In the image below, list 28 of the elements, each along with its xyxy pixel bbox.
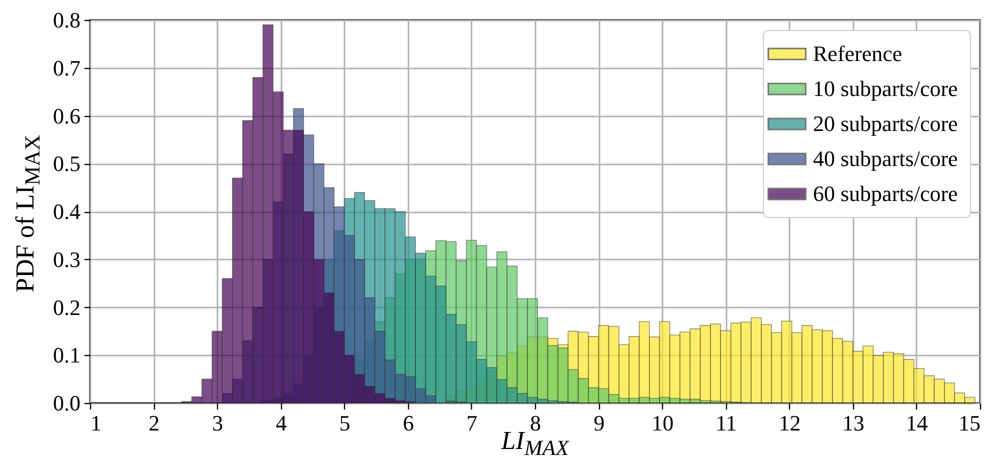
legend-label: 40 subparts/core — [813, 146, 958, 171]
x-tick-label: 6 — [402, 410, 414, 436]
x-tick-label: 11 — [716, 410, 737, 436]
legend-label: 60 subparts/core — [813, 181, 958, 206]
y-tick-label: 0.6 — [53, 103, 80, 128]
x-tick-label: 15 — [958, 410, 980, 436]
x-tick-label: 5 — [339, 410, 350, 436]
x-tick-label: 7 — [466, 410, 478, 436]
x-tick-label: 1 — [90, 410, 102, 436]
y-tick-label: 0.4 — [53, 199, 80, 224]
x-tick-label: 2 — [148, 410, 160, 436]
x-tick-label: 12 — [778, 410, 801, 436]
x-tick-label: 13 — [842, 410, 864, 436]
x-tick-label: 3 — [212, 410, 224, 436]
y-tick-label: 0.8 — [53, 8, 80, 32]
y-tick-label: 0.7 — [53, 55, 80, 80]
x-tick-label: 9 — [594, 410, 605, 436]
x-tick-label: 4 — [276, 410, 287, 436]
y-tick-label: 0.3 — [53, 246, 80, 272]
y-tick-label: 0.1 — [53, 342, 80, 368]
y-tick-label: 0.2 — [53, 294, 80, 320]
legend-label: Reference — [813, 41, 902, 66]
y-tick-label: 0.0 — [53, 390, 80, 416]
x-tick-label: 14 — [906, 410, 928, 436]
legend-label: 10 subparts/core — [813, 76, 958, 101]
y-tick-label: 0.5 — [53, 151, 80, 176]
legend-label: 20 subparts/core — [813, 111, 958, 136]
x-tick-label: 10 — [652, 410, 674, 436]
